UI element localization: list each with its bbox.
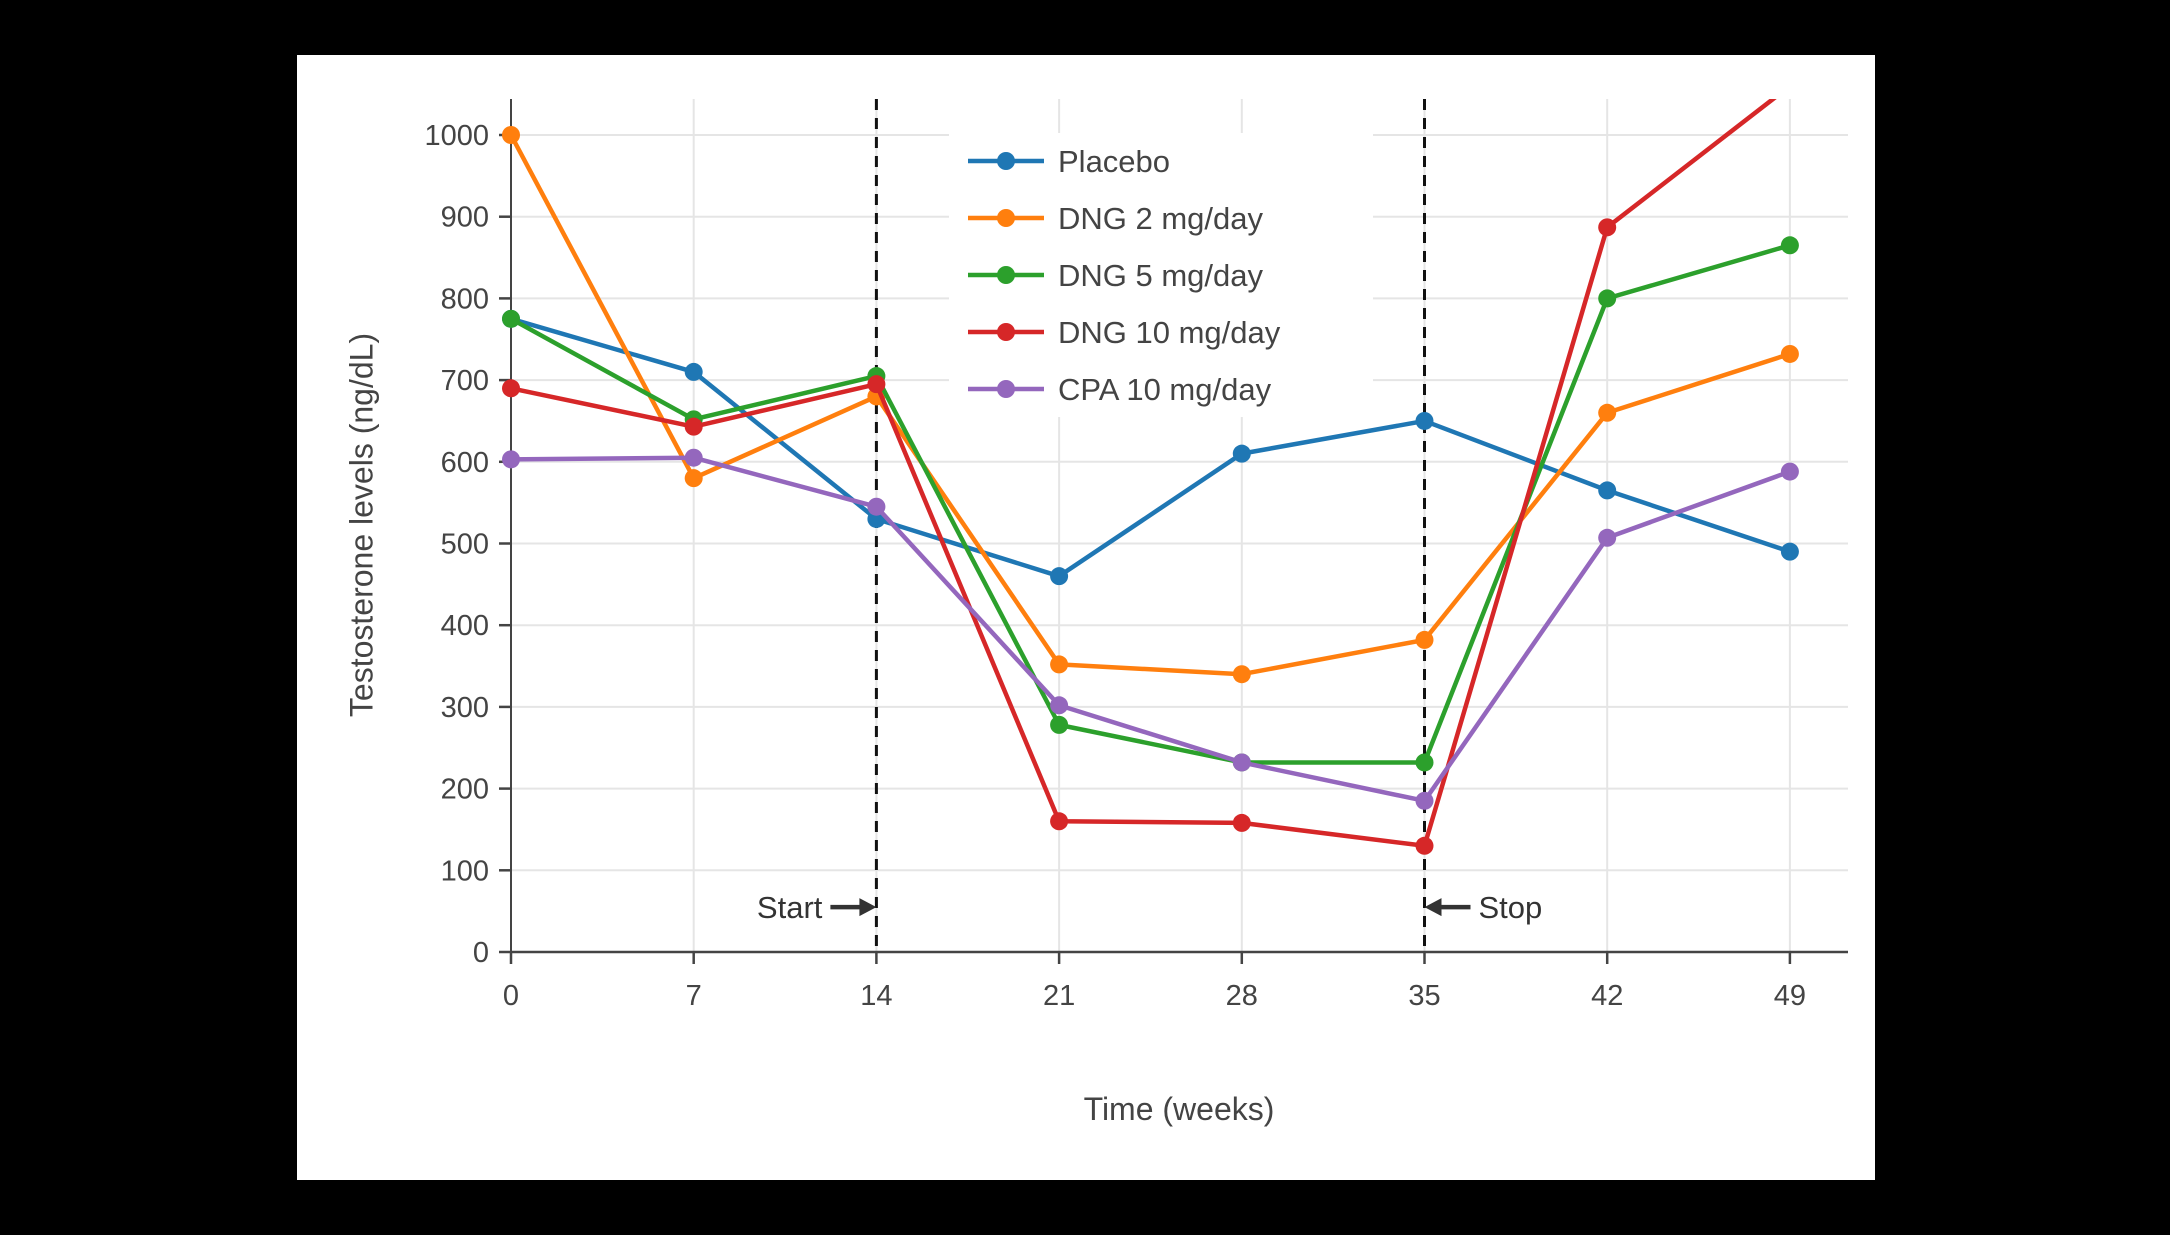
- x-axis-title: Time (weeks): [1083, 1091, 1275, 1127]
- annotation-label: Stop: [1479, 890, 1543, 925]
- series-line: [508, 243, 1793, 765]
- series-dng-5-mg-day: [502, 236, 1799, 772]
- x-tick-label: 7: [686, 980, 702, 1012]
- data-point-marker: [684, 469, 703, 488]
- legend-item-dng-2-mg-day[interactable]: DNG 2 mg/day: [968, 201, 1264, 236]
- x-tick-label: 35: [1408, 980, 1440, 1012]
- line-chart: 0 7 14 21 28 35 42 49 0 100 200 300 400 500 600 700 800 9…: [424, 99, 1848, 1012]
- data-point-marker: [502, 379, 520, 398]
- data-point-marker: [1598, 481, 1617, 500]
- series-line: [508, 455, 1793, 804]
- chart-panel: 0 7 14 21 28 35 42 49 0 100 200 300 400 500 600 700 800 9…: [297, 55, 1875, 1180]
- legend-label: DNG 2 mg/day: [1058, 201, 1264, 236]
- y-axis-title: Testosterone levels (ng/dL): [343, 332, 380, 718]
- data-point-marker: [684, 448, 703, 467]
- annotation-label: Start: [757, 890, 823, 925]
- data-point-marker: [1415, 411, 1434, 430]
- x-tick-label: 21: [1043, 980, 1075, 1012]
- legend-marker: [997, 380, 1015, 398]
- data-point-marker: [502, 309, 520, 328]
- data-point-marker: [1415, 630, 1434, 649]
- legend-label: Placebo: [1058, 144, 1170, 179]
- data-point-marker: [1050, 812, 1069, 831]
- legend: Placebo DNG 2 mg/day DNG 5 mg/day DNG 10 mg…: [949, 133, 1373, 417]
- y-tick-label: 700: [441, 365, 489, 397]
- annotation-start: Start: [757, 890, 877, 925]
- y-tick-label: 800: [441, 283, 489, 315]
- data-point-marker: [1050, 715, 1069, 734]
- data-point-marker: [1780, 344, 1799, 363]
- data-point-marker: [1050, 696, 1069, 715]
- y-tick-label: 0: [473, 937, 489, 969]
- data-point-marker: [1780, 542, 1799, 561]
- data-point-marker: [1232, 444, 1251, 463]
- series-line: [508, 316, 1793, 579]
- x-tick-label: 49: [1774, 980, 1806, 1012]
- y-tick-label: 1000: [424, 120, 489, 152]
- legend-label: DNG 5 mg/day: [1058, 258, 1264, 293]
- data-point-marker: [1598, 528, 1617, 547]
- series-group: [502, 99, 1799, 855]
- series-dng-10-mg-day: [502, 99, 1777, 855]
- x-tick-label: 0: [503, 980, 519, 1012]
- data-point-marker: [1050, 567, 1069, 586]
- data-point-marker: [1415, 753, 1434, 772]
- legend-label: DNG 10 mg/day: [1058, 315, 1281, 350]
- y-tick-label: 400: [441, 610, 489, 642]
- data-point-marker: [1232, 665, 1251, 684]
- data-point-marker: [1415, 791, 1434, 810]
- data-point-marker: [1598, 289, 1617, 308]
- x-tick-label: 14: [860, 980, 892, 1012]
- series-line: [508, 99, 1777, 849]
- y-tick-label: 300: [441, 692, 489, 724]
- legend-marker: [997, 266, 1015, 284]
- data-point-marker: [867, 375, 886, 394]
- data-point-marker: [1780, 462, 1799, 481]
- legend-item-dng-10-mg-day[interactable]: DNG 10 mg/day: [968, 315, 1281, 350]
- y-tick-label: 500: [441, 529, 489, 561]
- legend-label: CPA 10 mg/day: [1058, 372, 1272, 407]
- legend-marker: [997, 323, 1015, 341]
- annotation-stop: Stop: [1424, 890, 1543, 925]
- legend-marker: [997, 209, 1015, 227]
- legend-item-cpa-10-mg-day[interactable]: CPA 10 mg/day: [968, 372, 1272, 407]
- legend-item-dng-5-mg-day[interactable]: DNG 5 mg/day: [968, 258, 1264, 293]
- data-point-marker: [1598, 403, 1617, 422]
- x-tick-label: 28: [1226, 980, 1258, 1012]
- y-tick-label: 200: [441, 774, 489, 806]
- data-point-marker: [1415, 836, 1434, 855]
- data-point-marker: [1780, 236, 1799, 255]
- data-point-marker: [1598, 218, 1617, 237]
- data-point-marker: [1050, 655, 1069, 674]
- axes: 0 7 14 21 28 35 42 49 0 100 200 300 400 500 600 700 800 9…: [424, 99, 1848, 1012]
- legend-item-placebo[interactable]: Placebo: [968, 144, 1170, 179]
- arrow-left-icon: [1424, 898, 1442, 917]
- y-tick-label: 900: [441, 202, 489, 234]
- data-point-marker: [1232, 813, 1251, 832]
- x-tick-label: 42: [1591, 980, 1623, 1012]
- data-point-marker: [684, 417, 703, 436]
- y-tick-label: 100: [441, 855, 489, 887]
- data-point-marker: [502, 450, 520, 469]
- legend-marker: [997, 152, 1015, 170]
- arrow-right-icon: [859, 898, 877, 917]
- series-cpa-10-mg-day: [502, 448, 1799, 810]
- data-point-marker: [867, 497, 886, 516]
- data-point-marker: [1232, 753, 1251, 772]
- data-point-marker: [502, 126, 520, 144]
- y-tick-label: 600: [441, 447, 489, 479]
- data-point-marker: [684, 362, 703, 381]
